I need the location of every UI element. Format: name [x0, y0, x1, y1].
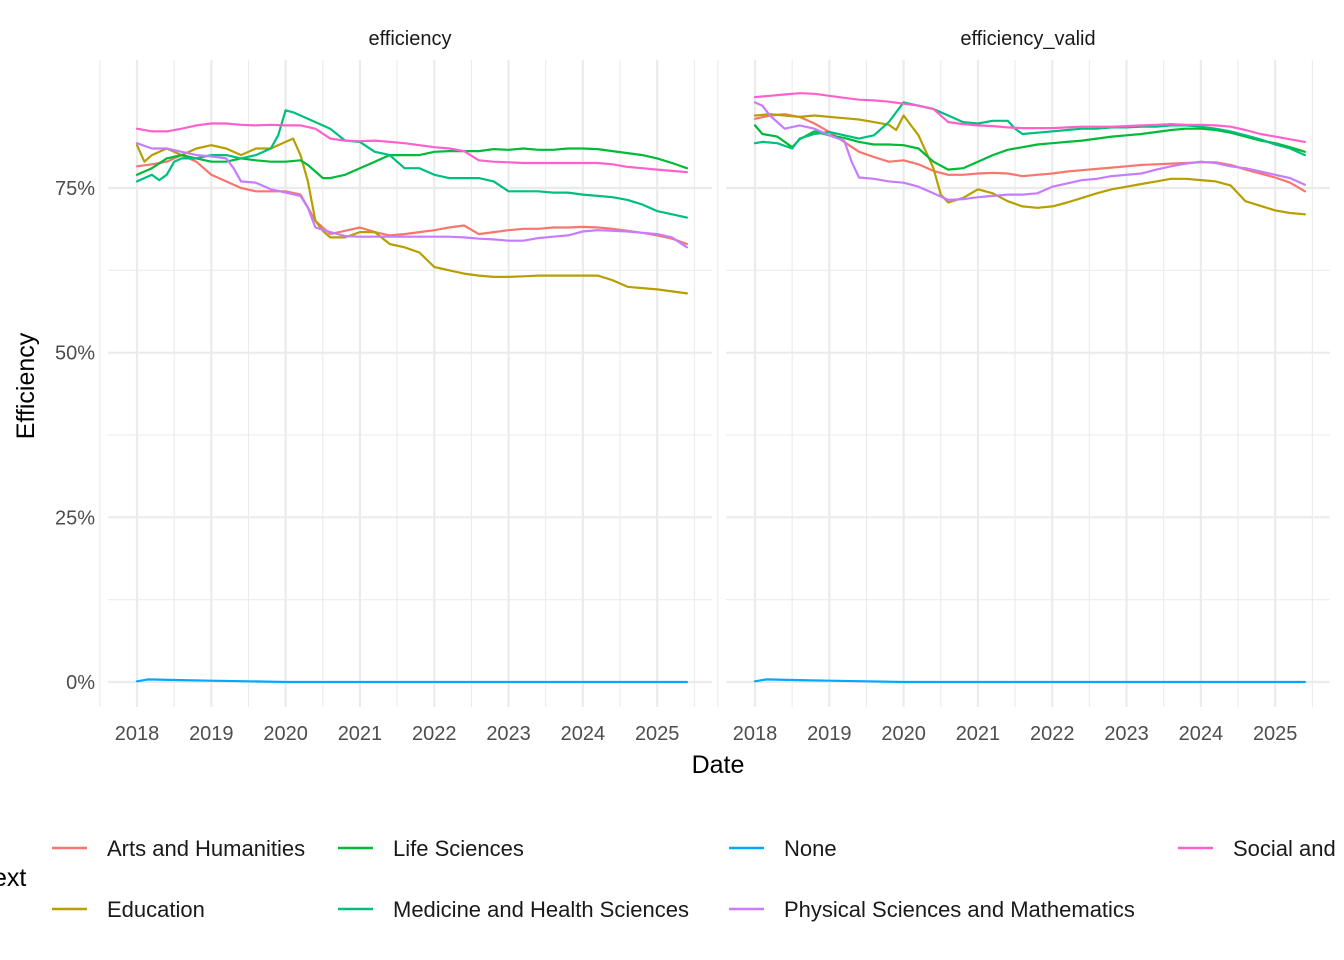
x-tick-label: 2025 [1253, 723, 1298, 745]
series-line-social-and [135, 122, 689, 174]
x-tick-label: 2019 [189, 723, 234, 745]
series-line-none [753, 678, 1307, 684]
x-tick-label: 2021 [338, 723, 383, 745]
x-tick-label: 2022 [1030, 723, 1075, 745]
series-line-medicine-and-health-sciences [753, 101, 1307, 157]
panel-title: efficiency_valid [960, 28, 1095, 50]
series-line-physical-sciences-and-mathematics [135, 142, 689, 249]
x-tick-label: 2020 [263, 723, 308, 745]
series-line-physical-sciences-and-mathematics [753, 101, 1307, 201]
legend-label-social-and: Social and [1233, 836, 1336, 861]
series-line-education [753, 113, 1307, 216]
x-tick-label: 2018 [733, 723, 778, 745]
series-line-education [135, 137, 689, 295]
x-tick-label: 2022 [412, 723, 457, 745]
x-tick-label: 2023 [486, 723, 531, 745]
x-tick-label: 2021 [956, 723, 1001, 745]
y-tick-label: 0% [66, 672, 95, 694]
y-tick-label: 50% [55, 343, 95, 365]
x-tick-label: 2018 [115, 723, 160, 745]
x-tick-label: 2020 [881, 723, 926, 745]
x-tick-label: 2024 [1179, 723, 1224, 745]
y-tick-label: 25% [55, 507, 95, 529]
legend-label-life-sciences: Life Sciences [393, 836, 524, 861]
x-tick-label: 2025 [635, 723, 680, 745]
panel-efficiency: efficiency 2018 2019 2020 2021 2022 2023 2024 20… [55, 28, 712, 745]
x-tick-label: 2019 [807, 723, 852, 745]
legend-title: ext [0, 864, 26, 892]
series-line-arts-and-humanities [135, 154, 689, 246]
series-line-life-sciences [135, 147, 689, 180]
x-tick-label: 2024 [561, 723, 606, 745]
legend-label-medicine-and-health-sciences: Medicine and Health Sciences [393, 897, 689, 922]
panel-efficiency-valid: efficiency_valid 2018 2019 2020 2021 2022 2023… [717, 28, 1330, 745]
legend-label-none: None [784, 836, 837, 861]
series-line-none [135, 678, 689, 684]
legend-label-physical-sciences-and-mathematics: Physical Sciences and Mathematics [784, 897, 1135, 922]
y-tick-label: 75% [55, 178, 95, 200]
series-line-medicine-and-health-sciences [135, 109, 689, 219]
panel-title: efficiency [368, 28, 451, 50]
x-axis-title: Date [692, 751, 745, 779]
legend: ext Arts and Humanities Education Life Sci… [0, 836, 1336, 922]
y-axis-title: Efficiency [12, 332, 40, 439]
series-line-social-and [753, 92, 1307, 143]
legend-label-education: Education [107, 897, 205, 922]
x-tick-label: 2023 [1104, 723, 1149, 745]
legend-label-arts-and-humanities: Arts and Humanities [107, 836, 305, 861]
panels-layer: efficiency 2018 2019 2020 2021 2022 2023 2024 20… [55, 28, 1330, 745]
